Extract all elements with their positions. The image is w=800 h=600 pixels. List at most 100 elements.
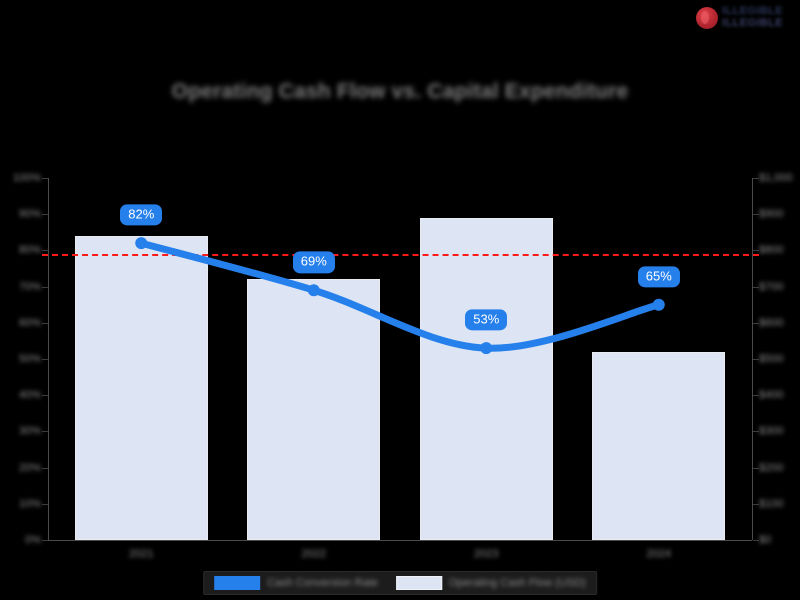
y-axis-tick-label-left: 10%	[19, 498, 41, 510]
tick-text: 2023	[474, 548, 499, 560]
chart-title-text: Operating Cash Flow vs. Capital Expendit…	[171, 80, 629, 103]
tick-text: 30%	[18, 425, 41, 438]
tick-text: $1,000	[759, 172, 793, 184]
y-axis-tick-label-left: 100%	[13, 172, 41, 184]
x-axis-tick-label: 2024	[647, 548, 671, 560]
logo-wordmark: ILLEGIBLE ILLEGIBLE	[722, 6, 783, 29]
legend-swatch-line	[214, 576, 261, 590]
y-axis-tick-label-left: 20%	[19, 462, 41, 474]
y-axis-tick-label-left: 0%	[25, 534, 41, 546]
tick-text: 60%	[18, 316, 41, 329]
y-axis-tick-mark	[42, 540, 48, 541]
tick-text: 2021	[129, 548, 154, 560]
x-axis-tick-label: 2021	[129, 548, 153, 560]
tick-text: 2022	[301, 548, 326, 560]
y-axis-tick-mark	[753, 322, 759, 324]
bar-2021[interactable]	[74, 235, 208, 540]
axis-spine	[752, 178, 753, 540]
tick-text: 0%	[25, 534, 41, 546]
y-axis-tick-label-right: $400	[759, 389, 783, 401]
logo-mark-icon	[696, 7, 718, 29]
tick-text: 2024	[646, 548, 671, 560]
tick-text: 10%	[18, 497, 41, 510]
y-axis-tick-label-right: $600	[759, 317, 783, 329]
y-axis-tick-mark	[753, 467, 759, 469]
logo-line-2: ILLEGIBLE	[722, 17, 784, 29]
legend-label: Cash Conversion Rate	[267, 577, 378, 589]
y-axis-tick-label-left: 90%	[19, 208, 41, 220]
tick-text: 80%	[18, 244, 41, 257]
y-axis-tick-label-right: $900	[759, 208, 783, 220]
y-axis-tick-mark	[753, 503, 759, 505]
y-axis-tick-label-left: 60%	[19, 317, 41, 329]
data-label-2021: 82%	[120, 204, 163, 226]
y-axis-tick-label-left: 40%	[19, 389, 41, 401]
axis-spine	[48, 178, 49, 540]
y-axis-tick-mark	[42, 322, 48, 324]
tick-text: $100	[759, 497, 784, 510]
y-axis-tick-mark	[42, 431, 48, 433]
tick-text: $600	[759, 316, 784, 329]
y-axis-tick-mark	[42, 286, 48, 288]
chart-title: Operating Cash Flow vs. Capital Expendit…	[0, 80, 800, 104]
y-axis-tick-label-right: $500	[759, 353, 783, 365]
tick-text: $0	[759, 534, 772, 546]
y-axis-tick-label-right: $1,000	[759, 172, 793, 184]
tick-text: 100%	[12, 172, 41, 184]
bar-2022[interactable]	[247, 279, 381, 540]
axis-baseline	[48, 540, 752, 541]
y-axis-tick-mark	[753, 431, 759, 433]
tick-text: $500	[759, 353, 784, 365]
bar-2023[interactable]	[419, 217, 553, 540]
tick-text: 70%	[18, 280, 41, 293]
data-label-2023: 53%	[465, 309, 508, 331]
y-axis-tick-mark	[753, 250, 759, 252]
legend-item-0[interactable]: Cash Conversion Rate	[214, 576, 378, 590]
y-axis-tick-label-right: $0	[759, 534, 771, 546]
y-axis-tick-mark	[42, 214, 48, 216]
y-axis-tick-mark	[42, 178, 48, 179]
tick-text: $200	[759, 461, 784, 474]
x-axis-tick-label: 2022	[302, 548, 326, 560]
y-axis-tick-mark	[42, 359, 48, 360]
y-axis-tick-mark	[753, 359, 759, 360]
y-axis-tick-label-left: 70%	[19, 281, 41, 293]
data-label-2024: 65%	[637, 266, 680, 288]
y-axis-tick-mark	[42, 467, 48, 469]
y-axis-tick-label-left: 50%	[19, 353, 41, 365]
y-axis-tick-mark	[42, 503, 48, 505]
y-axis-tick-label-right: $800	[759, 244, 783, 256]
y-axis-tick-mark	[753, 286, 759, 288]
tick-text: $800	[759, 244, 784, 257]
legend-item-1[interactable]: Operating Cash Flow (USD)	[395, 576, 586, 590]
x-axis-tick-label: 2023	[474, 548, 498, 560]
legend-swatch-bars	[395, 576, 442, 590]
y-axis-tick-label-left: 80%	[19, 244, 41, 256]
y-axis-tick-mark	[753, 214, 759, 216]
bar-2024[interactable]	[592, 351, 726, 540]
chart-legend: Cash Conversion Rate Operating Cash Flow …	[203, 571, 597, 595]
chart-plot-area: 100% 90% 80% 70% 60% 50% 40% 30% 20% 10% 0% $1,000 $…	[13, 172, 793, 560]
legend-label: Operating Cash Flow (USD)	[448, 577, 586, 589]
y-axis-tick-label-right: $100	[759, 498, 783, 510]
y-axis-tick-label-right: $200	[759, 462, 783, 474]
tick-text: 90%	[18, 208, 41, 221]
tick-text: 20%	[18, 461, 41, 474]
y-axis-tick-label-right: $700	[759, 281, 783, 293]
tick-text: $300	[759, 425, 784, 438]
tick-text: $900	[759, 208, 784, 221]
y-axis-tick-label-left: 30%	[19, 425, 41, 437]
logo-line-1: ILLEGIBLE	[722, 5, 784, 18]
y-axis-tick-mark	[42, 250, 48, 252]
brand-logo: ILLEGIBLE ILLEGIBLE	[696, 2, 796, 34]
y-axis-tick-label-right: $300	[759, 425, 783, 437]
tick-text: 50%	[18, 353, 41, 365]
tick-text: 40%	[18, 389, 41, 402]
tick-text: $700	[759, 280, 784, 293]
y-axis-tick-mark	[753, 540, 759, 541]
tick-text: $400	[759, 389, 784, 402]
reference-line	[42, 254, 759, 257]
data-label-2022: 69%	[292, 251, 335, 273]
y-axis-tick-mark	[753, 395, 759, 397]
y-axis-tick-mark	[42, 395, 48, 397]
